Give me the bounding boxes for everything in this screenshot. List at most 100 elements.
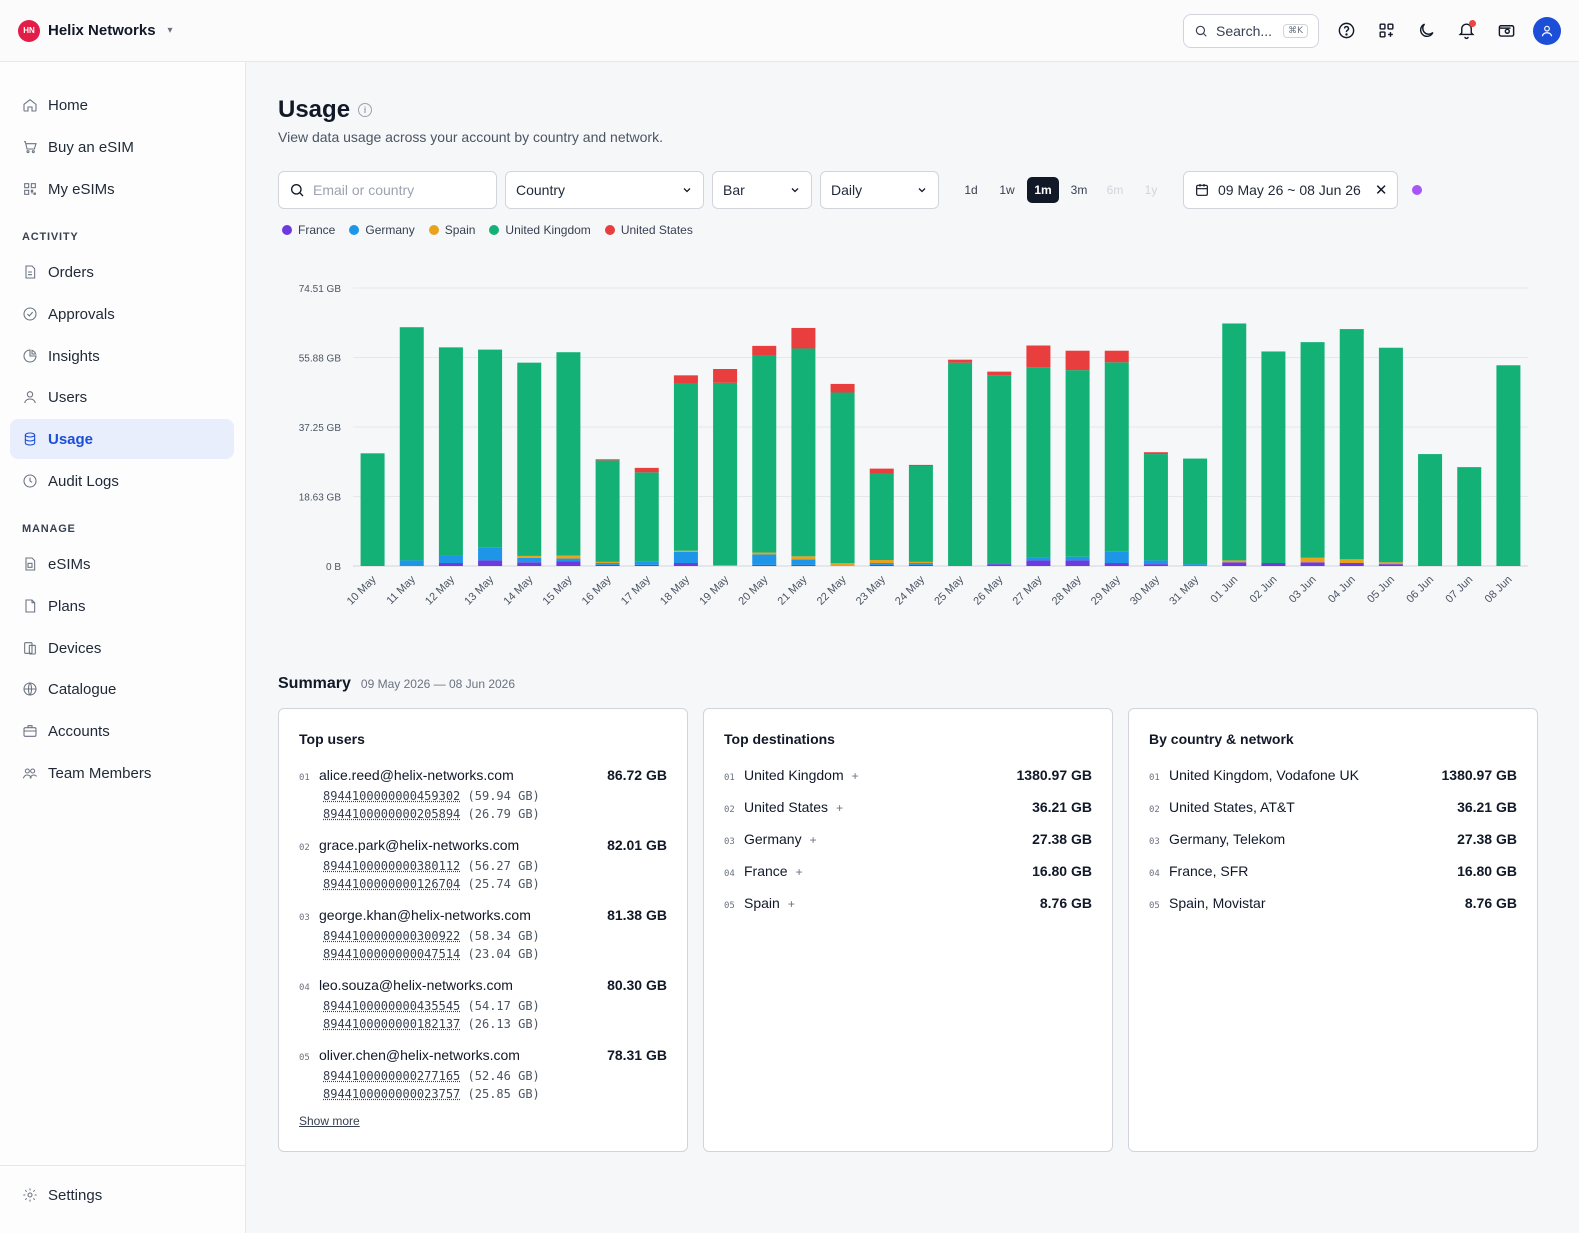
interval-select[interactable]: Daily [820,171,939,209]
range-1m-button[interactable]: 1m [1027,177,1059,203]
x-tick-label: 13 May [462,573,496,607]
country-network-row[interactable]: 01 United Kingdom, Vodafone UK 1380.97 GB [1149,767,1517,783]
sidebar-item-settings[interactable]: Settings [10,1175,234,1215]
globe-icon [23,682,37,696]
notifications-button[interactable] [1453,18,1479,44]
bar-segment [948,362,973,566]
legend-item-united-states[interactable]: United States [604,223,693,237]
y-tick-label: 18.63 GB [299,492,342,503]
bar-segment [908,464,933,467]
country-network-row[interactable]: 04 France, SFR 16.80 GB [1149,863,1517,879]
legend-item-germany[interactable]: Germany [349,223,415,237]
iccid-link[interactable]: 8944100000000277165 [323,1069,461,1083]
sidebar-item-users[interactable]: Users [10,377,234,417]
sidebar-item-esims[interactable]: eSIMs [10,544,234,584]
notification-dot [1469,19,1476,27]
sidebar-item-approvals[interactable]: Approvals [10,294,234,334]
apps-button[interactable] [1373,18,1399,44]
row-label: France [744,863,788,879]
iccid-link[interactable]: 8944100000000126704 [323,877,461,891]
country-network-row[interactable]: 05 Spain, Movistar 8.76 GB [1149,895,1517,911]
expand-icon[interactable]: + [795,865,803,879]
bar-segment [1104,551,1129,564]
user-row[interactable]: 02 grace.park@helix-networks.com 82.01 GB [299,837,667,853]
iccid-link[interactable]: 8944100000000182137 [323,1017,461,1031]
bar-segment [1183,564,1208,566]
page-title: Usage i [278,96,373,124]
usage-chart: 0 B 18.63 GB 37.25 GB 55.88 GB 74.51 GB 10 Ma… [299,284,1528,608]
iccid-link[interactable]: 8944100000000047514 [323,947,461,961]
expand-icon[interactable]: + [851,769,859,783]
global-search-button[interactable]: Search... ⌘K [1183,13,1319,48]
legend-item-united-kingdom[interactable]: United Kingdom [489,223,591,237]
org-avatar: HN [18,19,40,42]
range-1w-button[interactable]: 1w [999,183,1015,197]
sidebar-item-insights[interactable]: Insights [10,336,234,376]
org-switcher[interactable]: HN Helix Networks ▾ [18,19,173,42]
sidebar-item-my-esims[interactable]: My eSIMs [10,169,234,209]
user-avatar-button[interactable] [1533,16,1561,45]
user-row[interactable]: 04 leo.souza@helix-networks.com 80.30 GB [299,977,667,993]
device-icon [24,642,36,655]
sidebar-item-devices[interactable]: Devices [10,628,234,668]
range-1d-button[interactable]: 1d [964,183,978,197]
sim-usage: (23.04 GB) [467,947,540,961]
help-button[interactable] [1333,18,1359,44]
show-more-link[interactable]: Show more [299,1114,360,1128]
wallet-button[interactable] [1493,18,1519,44]
destination-row[interactable]: 05 Spain +8.76 GB [724,895,1092,911]
row-value: 1380.97 GB [1016,767,1093,783]
bar-segment [1300,557,1325,563]
country-network-row[interactable]: 02 United States, AT&T 36.21 GB [1149,799,1517,815]
sidebar-item-plans[interactable]: Plans [10,586,234,626]
user-email: oliver.chen@helix-networks.com [319,1047,520,1063]
info-icon[interactable]: i [358,103,373,117]
pie-icon [23,349,37,363]
user-row[interactable]: 01 alice.reed@helix-networks.com 86.72 GB [299,767,667,783]
bar-segment [791,327,816,349]
theme-toggle-button[interactable] [1413,18,1439,44]
expand-icon[interactable]: + [787,897,795,911]
iccid-link[interactable]: 8944100000000459302 [323,789,461,803]
iccid-link[interactable]: 8944100000000435545 [323,999,461,1013]
bar-segment [517,557,542,563]
sidebar-item-accounts[interactable]: Accounts [10,711,234,751]
bar-segment [517,362,542,556]
destination-row[interactable]: 03 Germany +27.38 GB [724,831,1092,847]
user-row[interactable]: 05 oliver.chen@helix-networks.com 78.31 GB [299,1047,667,1063]
expand-icon[interactable]: + [836,801,844,815]
group-by-select[interactable]: Country [505,171,704,209]
destination-row[interactable]: 02 United States +36.21 GB [724,799,1092,815]
country-network-row[interactable]: 03 Germany, Telekom 27.38 GB [1149,831,1517,847]
destination-row[interactable]: 04 France +16.80 GB [724,863,1092,879]
destination-row[interactable]: 01 United Kingdom +1380.97 GB [724,767,1092,783]
search-placeholder: Email or country [313,182,415,198]
sidebar-item-orders[interactable]: Orders [10,252,234,292]
sidebar-item-usage[interactable]: Usage [10,419,234,459]
country-network-card: By country & network 01 United Kingdom, V… [1128,708,1538,1152]
top-bar: HN Helix Networks ▾ Search... ⌘K [0,0,1579,62]
sidebar-item-audit-logs[interactable]: Audit Logs [10,461,234,501]
iccid-link[interactable]: 8944100000000023757 [323,1087,461,1101]
chart-type-select[interactable]: Bar [712,171,812,209]
clear-date-icon[interactable]: ✕ [1374,182,1388,199]
sidebar-item-catalogue[interactable]: Catalogue [10,669,234,709]
legend-item-spain[interactable]: Spain [428,223,475,237]
iccid-link[interactable]: 8944100000000300922 [323,929,461,943]
expand-icon[interactable]: + [809,833,817,847]
iccid-link[interactable]: 8944100000000380112 [323,859,461,873]
range-3m-button[interactable]: 3m [1070,183,1088,197]
sidebar-item-team-members[interactable]: Team Members [10,753,234,793]
bar-segment [1026,367,1051,558]
sidebar-item-home[interactable]: Home [10,85,234,125]
bar-segment [673,551,698,564]
date-range-picker[interactable]: 09 May 26 ~ 08 Jun 26 ✕ [1183,171,1399,209]
search-input[interactable]: Email or country [278,171,497,209]
legend-item-france[interactable]: France [282,223,335,237]
sidebar-item-buy-esim[interactable]: Buy an eSIM [10,127,234,167]
legend-label: Germany [365,223,415,237]
x-tick-label: 30 May [1128,573,1162,607]
user-row[interactable]: 03 george.khan@helix-networks.com 81.38 GB [299,907,667,923]
iccid-link[interactable]: 8944100000000205894 [323,807,461,821]
sidebar-item-label: Users [48,388,88,406]
